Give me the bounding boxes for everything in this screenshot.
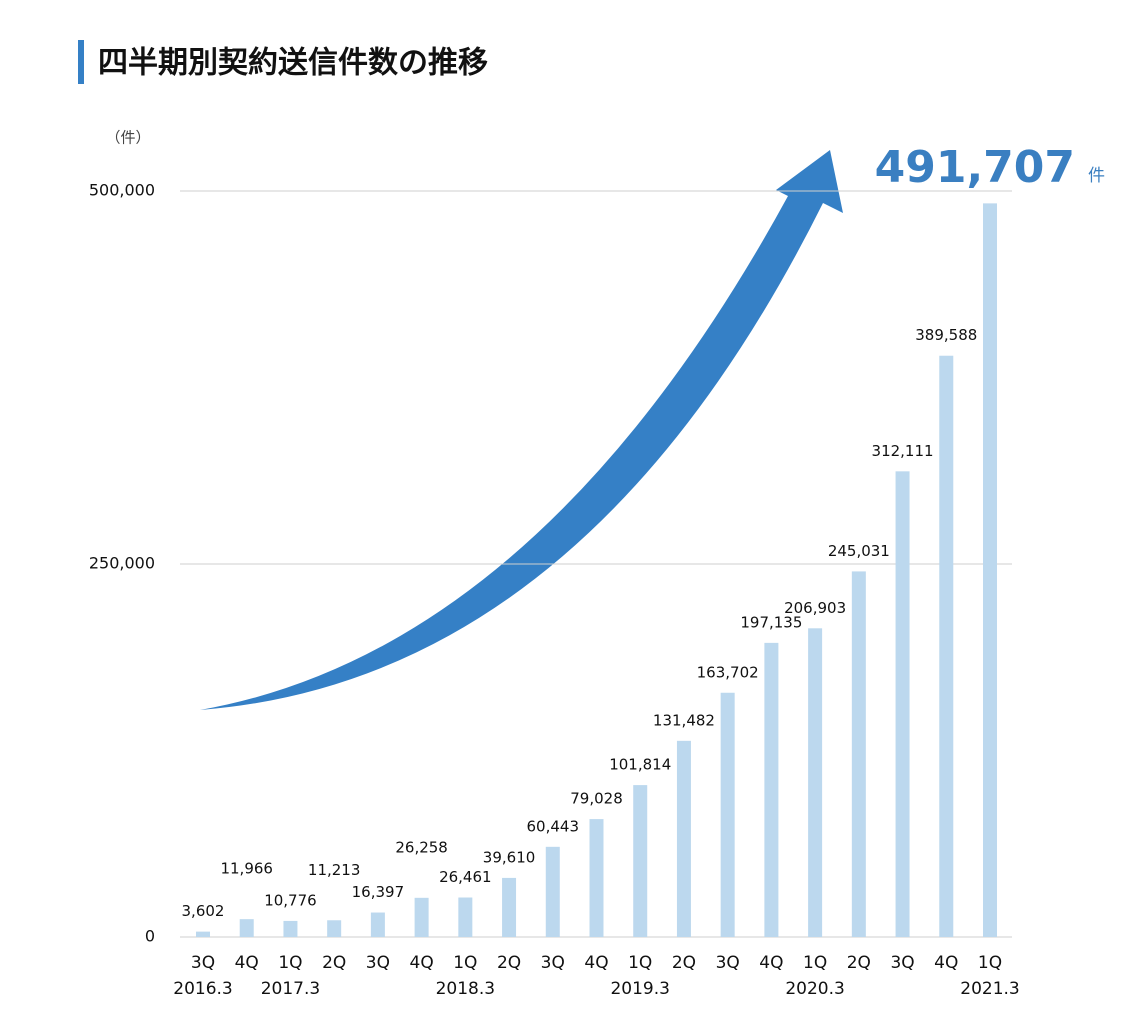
value-label: 197,135 <box>740 613 802 631</box>
value-label: 79,028 <box>570 790 623 808</box>
x-tick-label: 3Q <box>366 953 390 973</box>
bar <box>633 785 648 937</box>
value-label: 11,966 <box>220 860 273 878</box>
x-tick-label: 3Q <box>541 953 565 973</box>
title-accent <box>78 40 84 84</box>
bar <box>808 628 823 937</box>
bar <box>720 692 735 937</box>
x-tick-label: 2Q <box>322 953 346 973</box>
x-tick-label: 1Q <box>978 953 1002 973</box>
bar <box>370 912 385 937</box>
value-label: 163,702 <box>697 663 759 681</box>
x-tick-label: 3Q <box>716 953 740 973</box>
y-tick-label: 250,000 <box>89 554 155 573</box>
value-label: 206,903 <box>784 599 846 617</box>
x-tick-label: 3Q <box>191 953 215 973</box>
bar <box>939 355 954 937</box>
x-tick-label: 4Q <box>759 953 783 973</box>
bar <box>983 203 997 937</box>
value-label: 312,111 <box>872 442 934 460</box>
bar <box>239 919 254 937</box>
x-tick-label: 1Q <box>453 953 477 973</box>
value-label: 39,610 <box>483 848 536 866</box>
value-label: 389,588 <box>915 326 977 344</box>
x-tick-label: 4Q <box>410 953 434 973</box>
x-tick-label: 4Q <box>934 953 958 973</box>
x-tick-label: 1Q <box>628 953 652 973</box>
value-label: 131,482 <box>653 711 715 729</box>
value-label: 26,461 <box>439 868 492 886</box>
x-tick-label: 2Q <box>672 953 696 973</box>
bar <box>764 642 779 937</box>
bar <box>502 877 517 937</box>
x-tick-label: 1Q <box>278 953 302 973</box>
value-label: 10,776 <box>264 891 317 909</box>
value-label: 26,258 <box>395 838 448 856</box>
bar <box>196 931 210 937</box>
x-group-label: 2020.3 <box>785 979 844 999</box>
x-tick-label: 4Q <box>584 953 608 973</box>
value-label: 101,814 <box>609 756 671 774</box>
bar <box>895 471 910 937</box>
x-group-label: 2016.3 <box>173 979 232 999</box>
bar <box>414 897 429 937</box>
x-group-label: 2021.3 <box>960 979 1019 999</box>
y-tick-label: 0 <box>145 927 155 946</box>
bar <box>589 819 604 937</box>
x-tick-label: 2Q <box>847 953 871 973</box>
x-tick-label: 3Q <box>890 953 914 973</box>
bar <box>545 846 560 937</box>
chart-title: 四半期別契約送信件数の推移 <box>98 46 488 81</box>
x-tick-label: 1Q <box>803 953 827 973</box>
bar <box>327 920 342 937</box>
highlight-value-label: 491,707 <box>875 142 1075 193</box>
bar <box>851 571 866 937</box>
value-label: 11,213 <box>308 861 361 879</box>
x-tick-label: 2Q <box>497 953 521 973</box>
x-group-label: 2019.3 <box>610 979 669 999</box>
value-label: 245,031 <box>828 542 890 560</box>
y-unit: （件） <box>105 129 150 147</box>
x-group-label: 2017.3 <box>261 979 320 999</box>
bar <box>458 897 473 937</box>
x-group-label: 2018.3 <box>436 979 495 999</box>
x-tick-label: 4Q <box>235 953 259 973</box>
highlight-unit: 件 <box>1088 166 1105 186</box>
value-label: 16,397 <box>352 883 405 901</box>
bar <box>283 920 298 937</box>
y-tick-label: 500,000 <box>89 181 155 200</box>
value-label: 3,602 <box>182 902 225 920</box>
bar <box>676 740 691 937</box>
value-label: 60,443 <box>527 817 580 835</box>
